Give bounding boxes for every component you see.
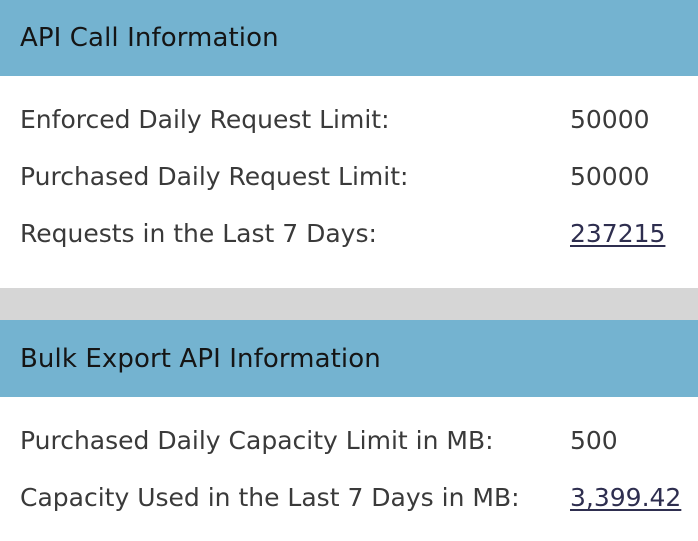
section-title: Bulk Export API Information	[20, 343, 381, 374]
info-value-purchased-daily-capacity-limit: 500	[570, 426, 618, 455]
info-label: Purchased Daily Request Limit:	[20, 162, 409, 191]
info-row-capacity-used-last-7-days: Capacity Used in the Last 7 Days in MB: …	[0, 484, 698, 541]
info-value-enforced-daily-request-limit: 50000	[570, 105, 650, 134]
section-header-bulk-export-api-information: Bulk Export API Information	[0, 320, 698, 397]
info-row-requests-last-7-days: Requests in the Last 7 Days: 237215	[0, 220, 698, 277]
info-row-purchased-daily-request-limit: Purchased Daily Request Limit: 50000	[0, 163, 698, 220]
info-label: Enforced Daily Request Limit:	[20, 105, 390, 134]
section-title: API Call Information	[20, 23, 279, 53]
info-value-purchased-daily-request-limit: 50000	[570, 162, 650, 191]
info-label: Requests in the Last 7 Days:	[20, 219, 377, 248]
info-label: Purchased Daily Capacity Limit in MB:	[20, 426, 494, 455]
info-value-requests-last-7-days-link[interactable]: 237215	[570, 219, 666, 248]
section-body-bulk-export-api-information: Purchased Daily Capacity Limit in MB: 50…	[0, 397, 698, 540]
section-header-api-call-information: API Call Information	[0, 0, 698, 76]
section-separator	[0, 288, 698, 320]
info-row-enforced-daily-request-limit: Enforced Daily Request Limit: 50000	[0, 106, 698, 163]
section-body-api-call-information: Enforced Daily Request Limit: 50000 Purc…	[0, 76, 698, 288]
info-value-capacity-used-last-7-days-link[interactable]: 3,399.42	[570, 483, 682, 512]
info-row-purchased-daily-capacity-limit: Purchased Daily Capacity Limit in MB: 50…	[0, 427, 698, 484]
info-label: Capacity Used in the Last 7 Days in MB:	[20, 483, 520, 512]
